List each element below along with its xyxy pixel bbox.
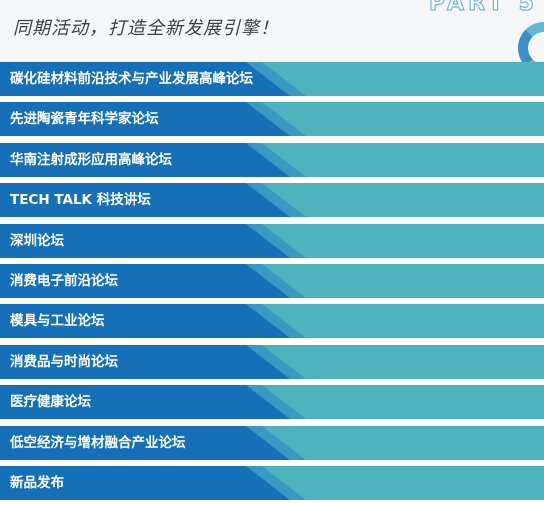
banner-shape: [0, 344, 306, 379]
forum-row[interactable]: 医疗健康论坛: [0, 385, 544, 420]
banner-shape: [0, 142, 306, 177]
banner-shape: [0, 465, 306, 500]
part-label: PART 5: [428, 0, 538, 17]
banner-shape: [0, 223, 306, 258]
forum-label: 低空经济与增材融合产业论坛: [10, 434, 186, 451]
forum-label: TECH TALK 科技讲坛: [10, 192, 151, 209]
forum-label: 医疗健康论坛: [10, 394, 91, 411]
forum-row[interactable]: 深圳论坛: [0, 223, 544, 258]
banner-shape: [0, 183, 306, 218]
forum-label: 消费电子前沿论坛: [10, 272, 118, 289]
banner-shape: [0, 385, 306, 420]
banner-shape: [0, 102, 306, 137]
forum-row[interactable]: 消费电子前沿论坛: [0, 263, 544, 298]
forum-row[interactable]: 消费品与时尚论坛: [0, 344, 544, 379]
banner-shape: [0, 425, 306, 460]
forum-list: 碳化硅材料前沿技术与产业发展高峰论坛 先进陶瓷青年科学家论坛 华南注射成形应用高…: [0, 62, 544, 506]
forum-label: 华南注射成形应用高峰论坛: [10, 151, 172, 168]
forum-label: 消费品与时尚论坛: [10, 353, 118, 370]
banner-shape: [0, 304, 306, 339]
forum-row[interactable]: 模具与工业论坛: [0, 304, 544, 339]
decorative-ring-icon: [518, 22, 544, 62]
forum-label: 先进陶瓷青年科学家论坛: [10, 111, 159, 128]
section-header: 同期活动，打造全新发展引擎！ PART 5: [0, 0, 544, 62]
section-title: 同期活动，打造全新发展引擎！: [13, 18, 279, 39]
forum-row[interactable]: 新品发布: [0, 465, 544, 500]
forum-label: 碳化硅材料前沿技术与产业发展高峰论坛: [10, 71, 253, 87]
forum-label: 新品发布: [10, 474, 64, 491]
forum-label: 深圳论坛: [10, 232, 64, 249]
forum-row[interactable]: 先进陶瓷青年科学家论坛: [0, 102, 544, 137]
banner-shape: [0, 263, 306, 298]
forum-row[interactable]: 华南注射成形应用高峰论坛: [0, 142, 544, 177]
forum-row[interactable]: 碳化硅材料前沿技术与产业发展高峰论坛: [0, 62, 544, 96]
banner-shape: [0, 62, 306, 96]
forum-row[interactable]: TECH TALK 科技讲坛: [0, 183, 544, 218]
forum-row[interactable]: 低空经济与增材融合产业论坛: [0, 425, 544, 460]
forum-label: 模具与工业论坛: [10, 313, 105, 330]
